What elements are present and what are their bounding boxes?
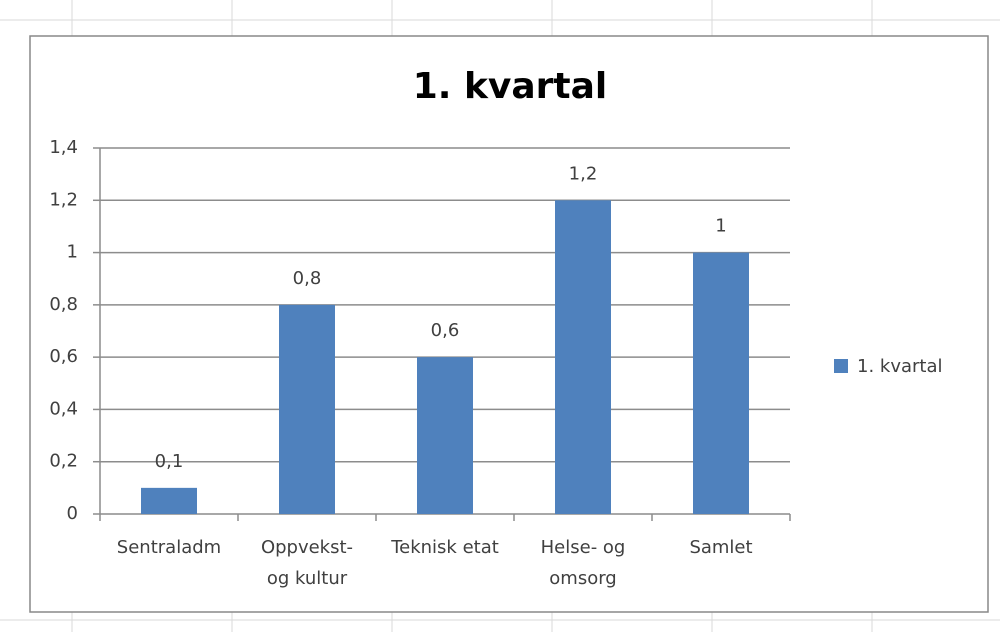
data-label: 1: [715, 216, 726, 237]
x-tick-label: Helse- og omsorg: [540, 537, 626, 589]
data-label: 0,6: [431, 320, 460, 341]
chart-title: 1. kvartal: [413, 66, 608, 107]
x-tick-label: Teknisk etat: [391, 537, 499, 558]
data-label: 0,8: [293, 268, 322, 289]
y-tick-label: 0,4: [49, 398, 78, 419]
chart-border: [29, 35, 989, 613]
data-label: 1,2: [569, 163, 598, 184]
y-tick-label: 1,4: [49, 137, 78, 158]
bar: [141, 487, 197, 514]
y-tick-label: 0,6: [49, 346, 78, 367]
y-tick-label: 1: [67, 242, 78, 263]
bar: [555, 200, 611, 515]
legend-label: 1. kvartal: [857, 356, 943, 377]
data-label: 0,1: [155, 451, 184, 472]
x-tick-label: Oppvekst- og kultur: [260, 537, 354, 589]
bar: [693, 252, 749, 515]
x-tick-label: Samlet: [689, 537, 753, 558]
bar: [279, 304, 335, 514]
y-tick-label: 0: [67, 503, 78, 524]
y-tick-label: 0,2: [49, 451, 78, 472]
y-tick-label: 1,2: [49, 189, 78, 210]
x-tick-label: Sentraladm: [116, 537, 222, 558]
bar: [417, 357, 473, 514]
legend-swatch: [834, 359, 848, 373]
y-tick-label: 0,8: [49, 294, 78, 315]
